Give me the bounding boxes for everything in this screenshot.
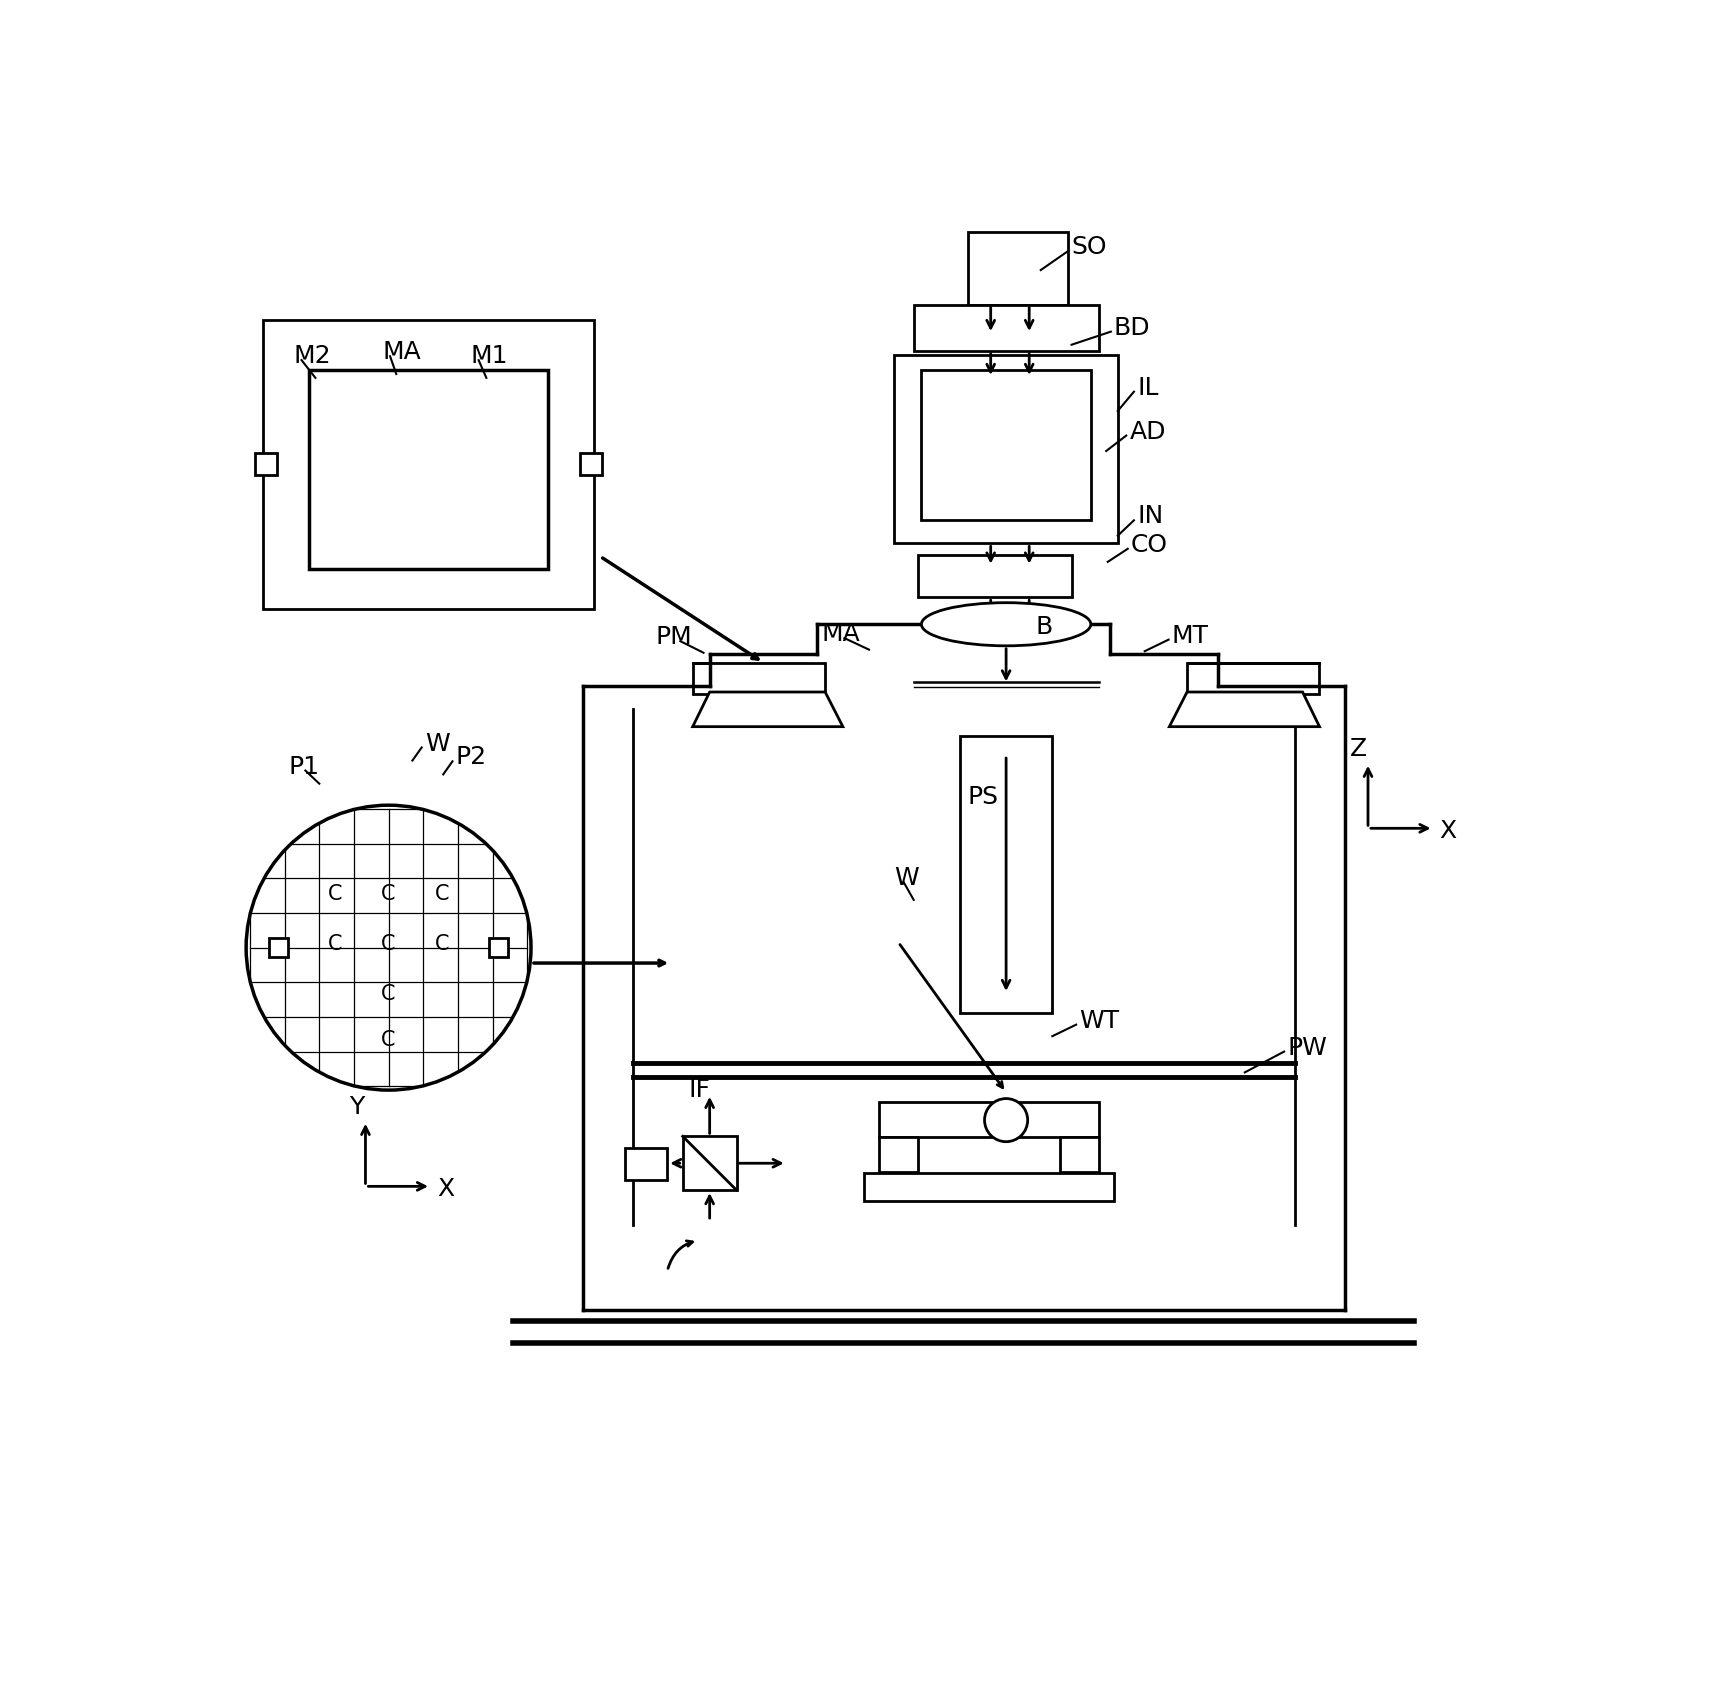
Text: IL: IL	[1137, 375, 1157, 401]
Bar	[967, 232, 1067, 305]
Bar	[625, 1147, 668, 1180]
Text: BD: BD	[1114, 315, 1150, 339]
Text: PS: PS	[967, 786, 998, 810]
Circle shape	[246, 805, 531, 1089]
Ellipse shape	[920, 602, 1090, 646]
Bar	[580, 454, 602, 476]
Bar	[1187, 663, 1318, 694]
Text: C: C	[434, 934, 450, 953]
Circle shape	[984, 1098, 1028, 1142]
Text: M2: M2	[294, 344, 330, 368]
Text: WT: WT	[1078, 1009, 1119, 1033]
Text: X: X	[436, 1176, 453, 1200]
Polygon shape	[1169, 692, 1318, 726]
Text: PW: PW	[1287, 1035, 1327, 1061]
Text: X: X	[1439, 818, 1457, 842]
Text: W: W	[424, 731, 450, 755]
Text: B: B	[1035, 614, 1052, 639]
Text: C: C	[327, 883, 343, 904]
Bar	[256, 454, 277, 476]
Text: AD: AD	[1128, 419, 1164, 443]
Text: Z: Z	[1349, 737, 1367, 760]
Bar	[920, 370, 1090, 520]
Text: P2: P2	[455, 745, 486, 769]
Polygon shape	[692, 692, 843, 726]
Text: PM: PM	[656, 626, 692, 650]
Bar	[863, 1173, 1114, 1200]
Bar	[682, 1136, 737, 1190]
Text: C: C	[381, 984, 396, 1004]
Bar	[917, 554, 1071, 597]
Bar	[879, 1137, 917, 1173]
Bar	[894, 355, 1118, 544]
Text: C: C	[434, 883, 450, 904]
Bar	[960, 737, 1052, 1013]
Text: MA: MA	[382, 341, 420, 365]
Text: C: C	[381, 1030, 396, 1050]
Text: IN: IN	[1137, 505, 1163, 529]
Text: C: C	[381, 883, 396, 904]
Text: IF: IF	[689, 1078, 711, 1101]
Text: M1: M1	[471, 344, 509, 368]
Bar	[692, 663, 825, 694]
Text: SO: SO	[1071, 235, 1107, 259]
Text: MA: MA	[820, 622, 860, 646]
Text: Y: Y	[348, 1095, 363, 1118]
Text: C: C	[381, 934, 396, 953]
Bar	[490, 938, 507, 957]
Text: MT: MT	[1171, 624, 1208, 648]
Bar	[879, 1101, 1099, 1137]
Text: C: C	[327, 934, 343, 953]
Text: CO: CO	[1130, 534, 1168, 558]
Bar	[1059, 1137, 1099, 1173]
Bar	[263, 321, 593, 609]
Bar	[270, 938, 287, 957]
Bar	[310, 370, 548, 569]
Bar	[913, 305, 1099, 351]
Text: P1: P1	[289, 755, 320, 779]
Text: W: W	[894, 866, 919, 890]
